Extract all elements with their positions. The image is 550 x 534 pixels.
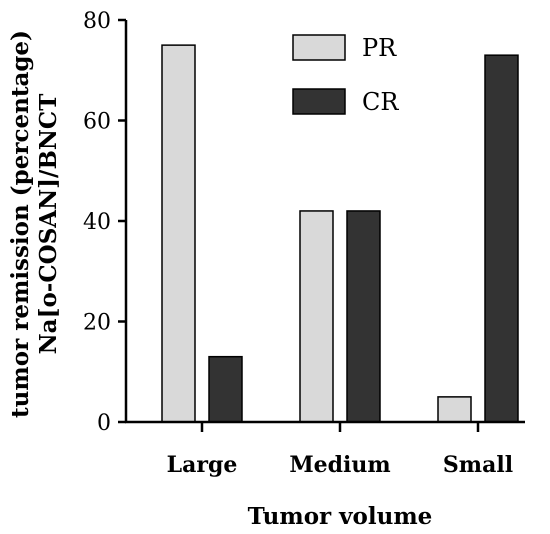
x-tick-label-large: Large: [167, 452, 238, 478]
x-tick-label-small: Small: [443, 452, 513, 478]
y-tick-label-20: 20: [83, 311, 111, 336]
y-tick-label-80: 80: [83, 9, 111, 34]
bar-pr-large: [161, 44, 196, 423]
y-axis-ticks: 0 20 40 60 80: [83, 9, 126, 436]
x-axis-title: Tumor volume: [248, 503, 433, 530]
y-tick-label-40: 40: [83, 210, 111, 235]
y-axis-title-line-1: tumor remission (percentage): [7, 30, 34, 418]
y-tick-label-60: 60: [83, 110, 111, 135]
legend: PR CR: [292, 34, 399, 116]
bar-cr-small: [484, 54, 519, 423]
legend-label-cr: CR: [362, 88, 399, 116]
plot-area: [161, 44, 519, 423]
legend-swatch-pr: [292, 34, 346, 61]
y-axis-title-line-2: Na[o-COSAN]/BNCT: [35, 94, 62, 355]
x-axis-ticks: Large Medium Small: [167, 422, 513, 478]
bar-pr-small: [437, 396, 472, 423]
bar-cr-medium: [346, 210, 381, 423]
bar-cr-large: [208, 355, 243, 423]
x-tick-label-medium: Medium: [289, 452, 390, 478]
legend-swatch-cr: [292, 88, 346, 115]
bar-pr-medium: [299, 210, 334, 423]
legend-label-pr: PR: [362, 34, 397, 62]
y-tick-label-0: 0: [97, 411, 111, 436]
